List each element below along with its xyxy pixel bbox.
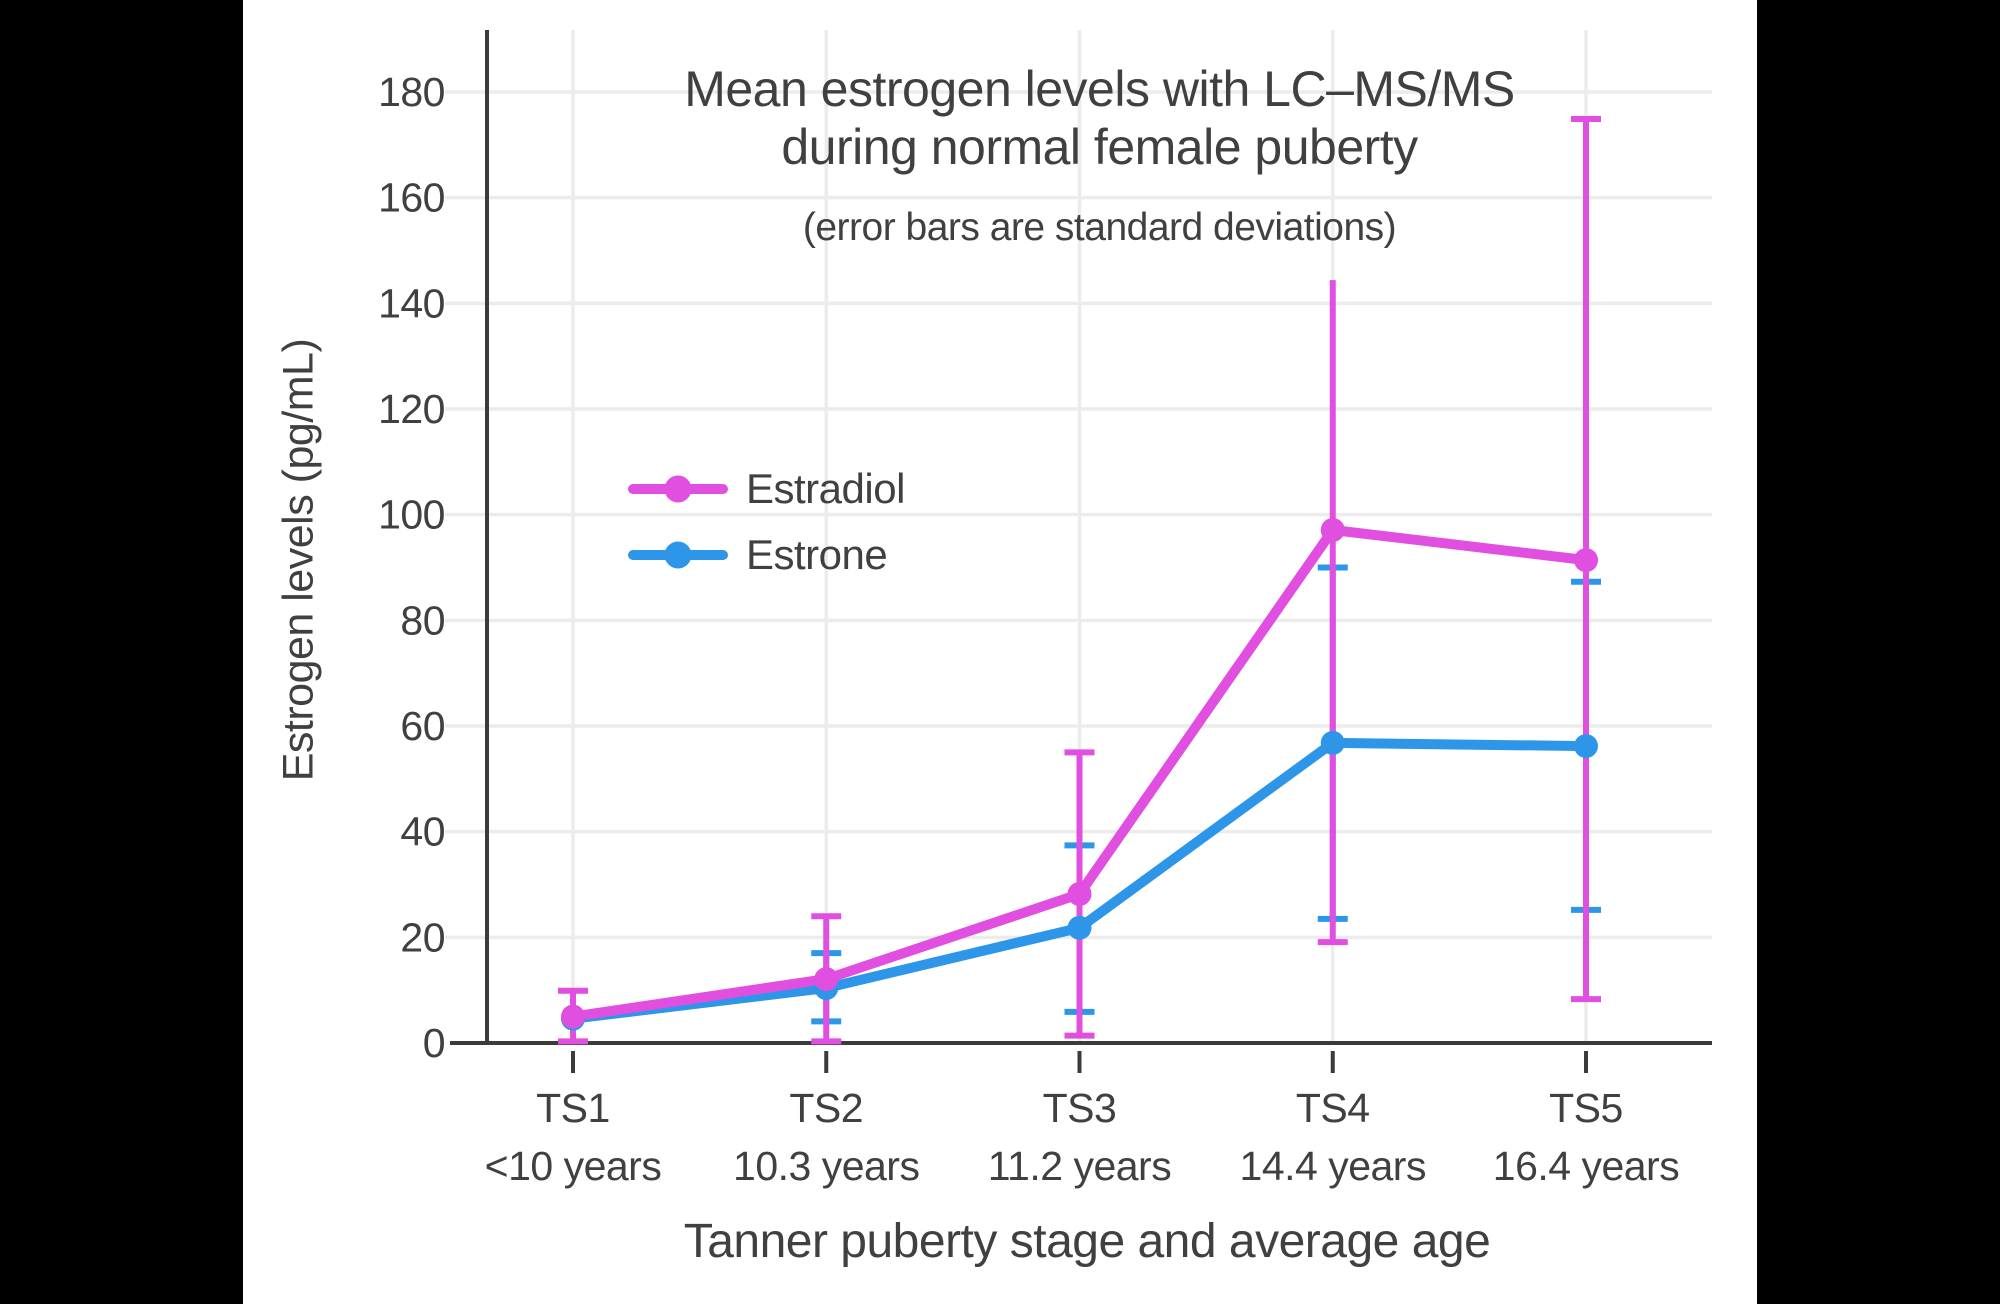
x-tick-label-age: <10 years — [485, 1143, 662, 1189]
x-tick-label-age: 11.2 years — [988, 1143, 1171, 1189]
estradiol-marker-icon — [664, 475, 692, 503]
x-tick-label-age: 16.4 years — [1493, 1143, 1679, 1189]
y-tick-label: 20 — [400, 914, 445, 960]
x-tick-label-age: 10.3 years — [733, 1143, 919, 1189]
chart-title-line1: Mean estrogen levels with LC–MS/MS — [684, 61, 1515, 117]
y-tick-label: 60 — [400, 703, 445, 749]
estradiol-marker — [1320, 517, 1345, 542]
y-tick-label: 40 — [400, 809, 445, 855]
y-tick-label: 140 — [378, 280, 445, 326]
figure-background — [243, 0, 1757, 1304]
x-axis-title: Tanner puberty stage and average age — [683, 1215, 1491, 1268]
y-tick-label: 100 — [378, 492, 445, 538]
legend-label-estrone: Estrone — [746, 531, 888, 578]
estrone-marker — [1574, 734, 1598, 759]
y-tick-label: 80 — [400, 597, 445, 643]
legend-item-estradiol: Estradiol — [628, 465, 905, 513]
estrone-marker — [1320, 730, 1345, 755]
estradiol-marker — [814, 967, 839, 992]
x-tick-label-stage: TS4 — [1296, 1085, 1370, 1131]
estradiol-marker — [1067, 882, 1092, 907]
estradiol-marker — [561, 1004, 585, 1029]
x-tick-label-stage: TS3 — [1043, 1085, 1117, 1131]
y-tick-label: 120 — [378, 386, 445, 432]
estrone-line-swatch — [628, 541, 728, 569]
chart-title: Mean estrogen levels with LC–MS/MS durin… — [487, 60, 1712, 176]
x-tick-label-stage: TS1 — [536, 1085, 610, 1131]
x-tick-label-stage: TS5 — [1549, 1085, 1623, 1131]
y-tick-label: 180 — [378, 69, 445, 115]
x-tick-label-stage: TS2 — [789, 1085, 863, 1131]
y-axis-title: Estrogen levels (pg/mL) — [274, 338, 323, 782]
chart-subtitle: (error bars are standard deviations) — [802, 206, 1397, 249]
estrone-marker — [1067, 915, 1092, 940]
estradiol-marker — [1574, 548, 1598, 573]
legend-label-estradiol: Estradiol — [746, 465, 905, 512]
chart-title-line2: during normal female puberty — [781, 119, 1418, 175]
y-tick-label: 160 — [378, 175, 445, 221]
legend-item-estrone: Estrone — [628, 531, 888, 579]
estrone-marker-icon — [664, 541, 692, 569]
estradiol-line-swatch — [628, 475, 728, 503]
x-tick-label-age: 14.4 years — [1240, 1143, 1426, 1189]
y-tick-label: 0 — [423, 1020, 445, 1066]
